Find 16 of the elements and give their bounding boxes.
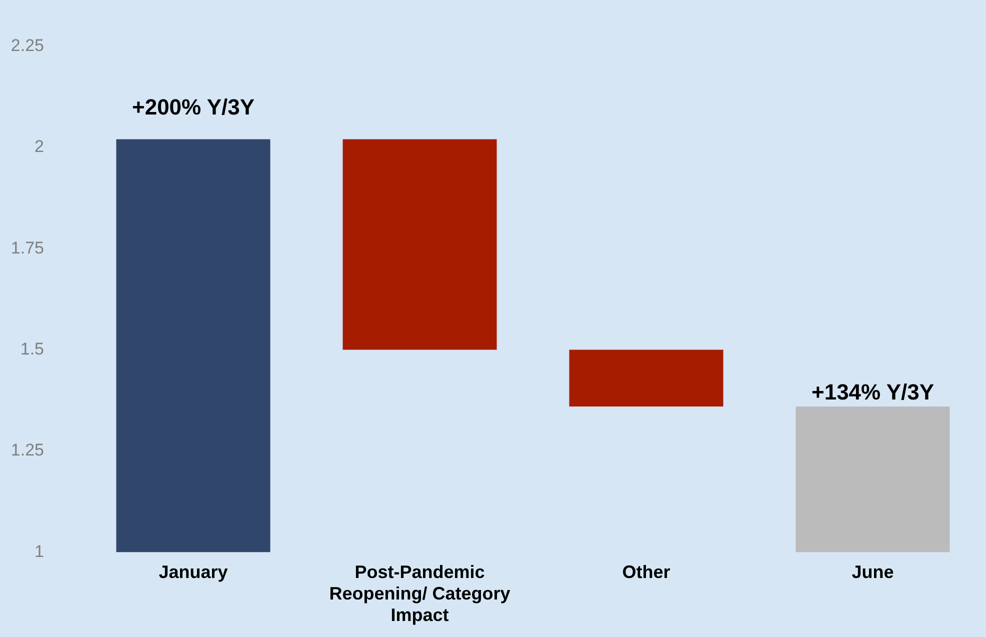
- x-tick-label: Other: [622, 562, 670, 582]
- bar: [116, 139, 270, 552]
- y-tick-label: 1.75: [10, 238, 44, 258]
- bar: [796, 406, 950, 552]
- y-tick-label: 1.25: [10, 440, 44, 460]
- y-tick-label: 2: [34, 137, 44, 156]
- annotation: +200% Y/3Y: [132, 94, 255, 120]
- x-tick-label: January: [158, 562, 228, 582]
- y-tick-label: 1: [34, 542, 44, 561]
- x-tick-label: June: [852, 562, 894, 582]
- annotation: +134% Y/3Y: [811, 380, 934, 405]
- x-tick-label: Post-Pandemic Reopening/ Category Impact: [329, 562, 510, 626]
- y-tick-label: 1.5: [20, 339, 44, 358]
- bar: [569, 350, 724, 406]
- bar: [342, 139, 497, 350]
- y-tick-label: 2.25: [10, 36, 44, 55]
